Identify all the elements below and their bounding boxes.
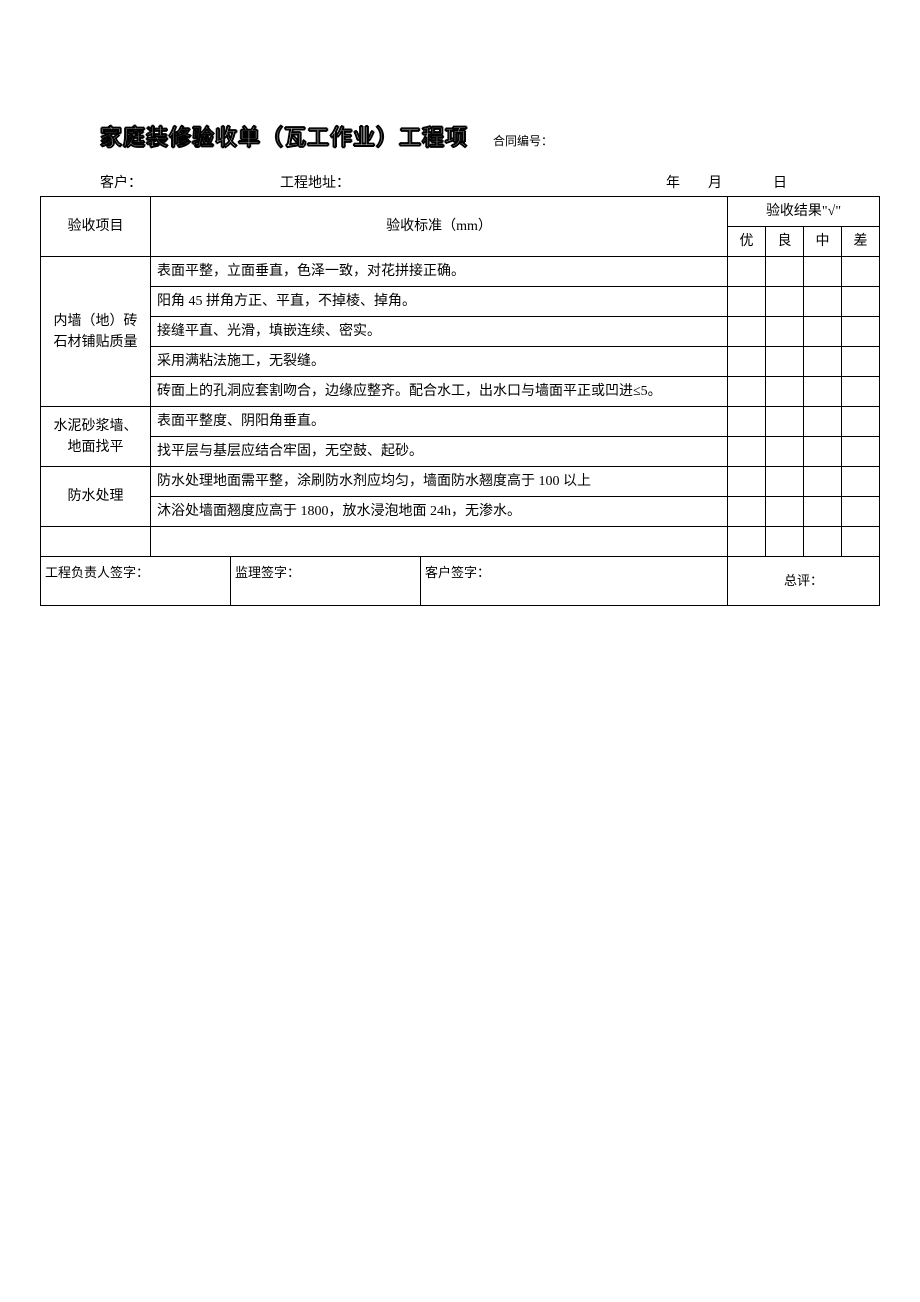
result-cell[interactable] xyxy=(728,407,766,437)
result-cell[interactable] xyxy=(766,497,804,527)
section-1-name: 内墙（地）砖石材铺贴质量 xyxy=(41,257,151,407)
result-cell[interactable] xyxy=(766,347,804,377)
result-cell[interactable] xyxy=(804,317,842,347)
result-cell[interactable] xyxy=(804,257,842,287)
result-col-medium: 中 xyxy=(804,227,842,257)
result-cell[interactable] xyxy=(728,497,766,527)
document-title: 家庭装修验收单（瓦工作业）工程项 xyxy=(100,120,468,152)
table-cell: 砖面上的孔洞应套割吻合，边缘应整齐。配合水工，出水口与墙面平正或凹进≤5。 xyxy=(151,377,728,407)
result-cell[interactable] xyxy=(804,287,842,317)
month-label: 月 xyxy=(680,172,750,192)
result-cell[interactable] xyxy=(728,347,766,377)
result-cell[interactable] xyxy=(766,437,804,467)
result-col-good: 良 xyxy=(766,227,804,257)
info-row: 客户： 工程地址： 年 月 日 xyxy=(40,172,880,196)
year-label: 年 xyxy=(620,172,680,192)
result-col-poor: 差 xyxy=(842,227,880,257)
table-cell: 阳角 45 拼角方正、平直，不掉棱、掉角。 xyxy=(151,287,728,317)
result-cell[interactable] xyxy=(842,437,880,467)
table-cell: 采用满粘法施工，无裂缝。 xyxy=(151,347,728,377)
table-cell: 接缝平直、光滑，填嵌连续、密实。 xyxy=(151,317,728,347)
result-cell[interactable] xyxy=(766,317,804,347)
empty-cell xyxy=(151,527,728,557)
customer-label: 客户： xyxy=(100,172,280,192)
result-cell[interactable] xyxy=(766,377,804,407)
result-cell[interactable] xyxy=(842,377,880,407)
supervisor-sign-label: 监理签字： xyxy=(231,557,421,605)
result-cell[interactable] xyxy=(804,407,842,437)
result-cell[interactable] xyxy=(766,527,804,557)
result-cell[interactable] xyxy=(728,317,766,347)
result-cell[interactable] xyxy=(842,527,880,557)
result-cell[interactable] xyxy=(842,497,880,527)
result-cell[interactable] xyxy=(842,317,880,347)
empty-cell xyxy=(41,527,151,557)
result-cell[interactable] xyxy=(842,347,880,377)
table-cell: 找平层与基层应结合牢固，无空鼓、起砂。 xyxy=(151,437,728,467)
engineer-sign-label: 工程负责人签字： xyxy=(41,557,231,605)
result-cell[interactable] xyxy=(804,467,842,497)
result-cell[interactable] xyxy=(728,437,766,467)
address-label: 工程地址： xyxy=(280,172,620,192)
result-cell[interactable] xyxy=(842,407,880,437)
result-cell[interactable] xyxy=(842,467,880,497)
section-3-name: 防水处理 xyxy=(41,467,151,527)
section-2-name: 水泥砂浆墙、地面找平 xyxy=(41,407,151,467)
customer-sign-label: 客户签字： xyxy=(421,557,728,605)
table-cell: 防水处理地面需平整，涂刷防水剂应均匀，墙面防水翘度高于 100 以上 xyxy=(151,467,728,497)
header-item: 验收项目 xyxy=(41,197,151,257)
day-label: 日 xyxy=(750,172,810,192)
result-cell[interactable] xyxy=(766,257,804,287)
signature-table: 工程负责人签字： 监理签字： 客户签字： 总评： xyxy=(40,557,880,606)
result-cell[interactable] xyxy=(804,437,842,467)
result-cell[interactable] xyxy=(804,497,842,527)
table-cell: 表面平整度、阴阳角垂直。 xyxy=(151,407,728,437)
summary-label: 总评： xyxy=(728,557,880,605)
result-cell[interactable] xyxy=(804,377,842,407)
result-cell[interactable] xyxy=(728,527,766,557)
result-cell[interactable] xyxy=(766,467,804,497)
result-cell[interactable] xyxy=(804,527,842,557)
result-cell[interactable] xyxy=(728,257,766,287)
header-result: 验收结果"√" xyxy=(728,197,880,227)
result-col-excellent: 优 xyxy=(728,227,766,257)
contract-number-label: 合同编号： xyxy=(493,132,553,149)
result-cell[interactable] xyxy=(842,257,880,287)
table-cell: 沐浴处墙面翘度应高于 1800，放水浸泡地面 24h，无渗水。 xyxy=(151,497,728,527)
result-cell[interactable] xyxy=(804,347,842,377)
result-cell[interactable] xyxy=(728,287,766,317)
date-fields: 年 月 日 xyxy=(620,172,810,192)
result-cell[interactable] xyxy=(842,287,880,317)
result-cell[interactable] xyxy=(728,467,766,497)
header-standard: 验收标准（mm） xyxy=(151,197,728,257)
result-cell[interactable] xyxy=(728,377,766,407)
inspection-table: 验收项目 验收标准（mm） 验收结果"√" 优 良 中 差 内墙（地）砖石材铺贴… xyxy=(40,196,880,557)
table-cell: 表面平整，立面垂直，色泽一致，对花拼接正确。 xyxy=(151,257,728,287)
result-cell[interactable] xyxy=(766,407,804,437)
result-cell[interactable] xyxy=(766,287,804,317)
